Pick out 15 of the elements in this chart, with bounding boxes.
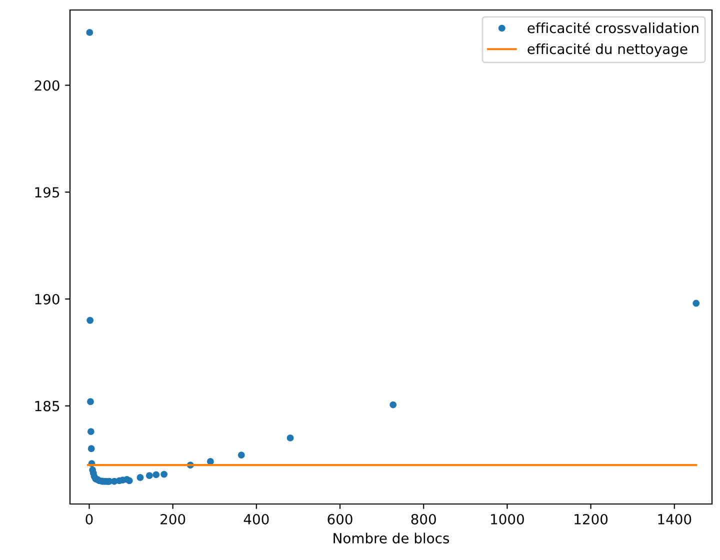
x-tick-label: 200: [160, 514, 186, 524]
x-tick-label: 0: [86, 514, 93, 524]
x-tick-label: 400: [244, 514, 269, 524]
x-tick-label: 800: [411, 514, 436, 524]
legend-label: efficacité du nettoyage: [528, 42, 688, 57]
x-tick-label: 1400: [658, 514, 692, 524]
x-tick-label: 1200: [574, 514, 608, 524]
y-tick-label: 200: [34, 80, 60, 91]
x-tick-label: 600: [328, 514, 352, 524]
x-tick-label: 1000: [491, 514, 524, 524]
legend-label: efficacité crossvalidation: [528, 22, 698, 34]
y-tick-label: 195: [35, 187, 60, 198]
x-axis-title: Nombre de blocs: [334, 532, 450, 544]
y-tick-label: 185: [35, 400, 60, 412]
y-tick-label: 190: [35, 294, 60, 304]
